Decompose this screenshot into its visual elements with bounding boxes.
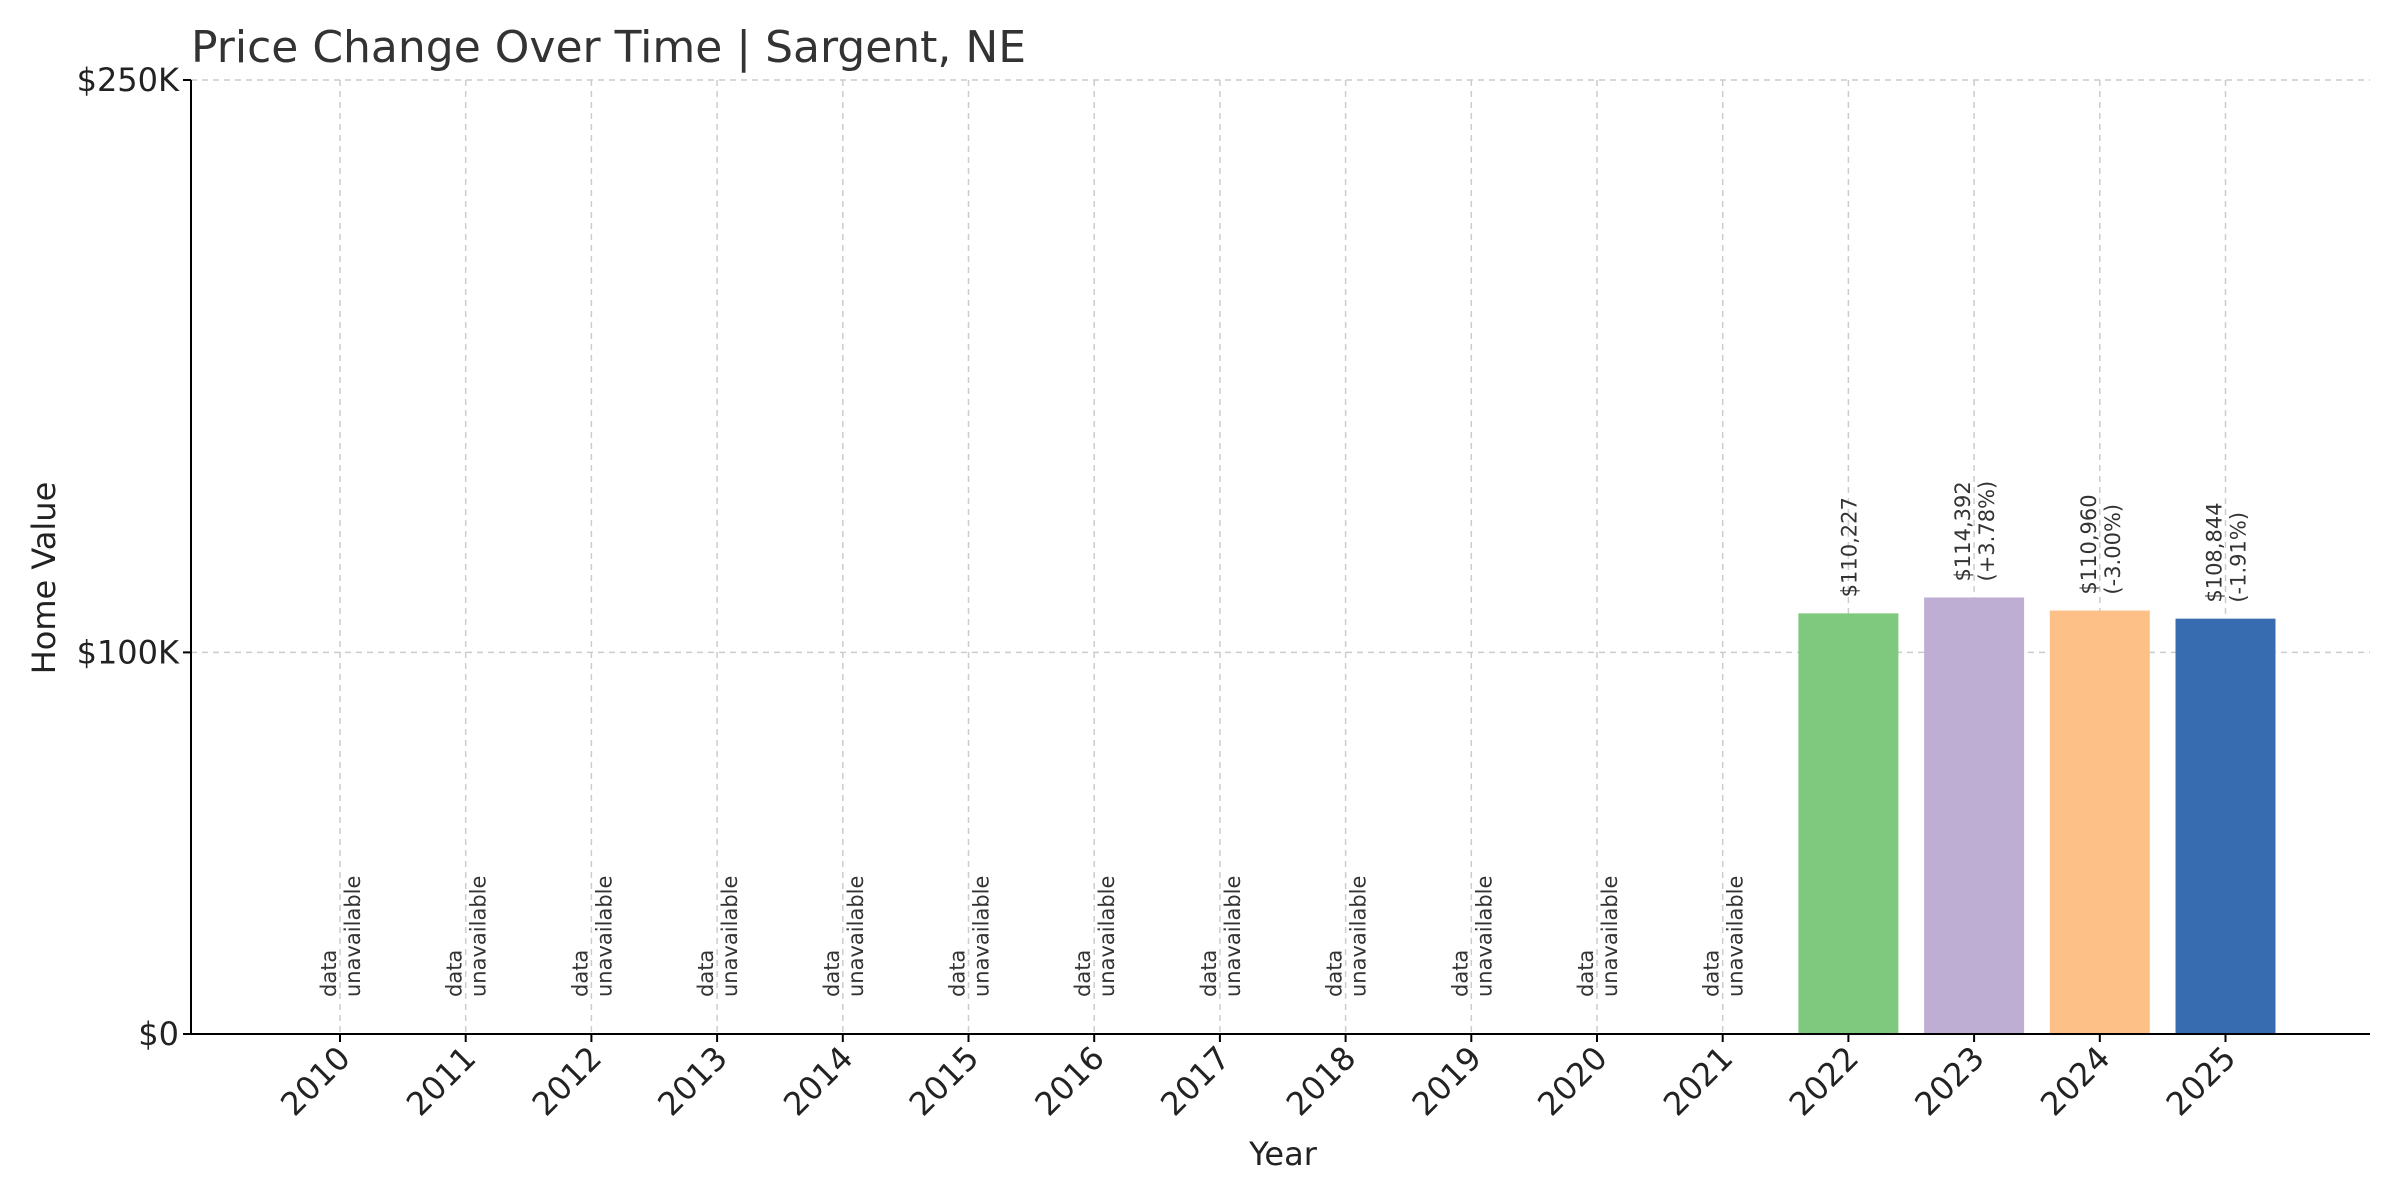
bar-value-label: $110,227 — [1837, 497, 1861, 597]
x-tick-label: 2025 — [2159, 1039, 2243, 1123]
bar — [1924, 597, 2025, 1034]
bar-value-label: (-3.00%) — [2101, 504, 2125, 595]
bar-value-label: data — [694, 950, 718, 997]
bar-value-label: unavailable — [1724, 876, 1748, 997]
x-tick-label: 2011 — [399, 1039, 483, 1123]
bar-value-label: unavailable — [1095, 876, 1119, 997]
bar — [1798, 613, 1899, 1034]
x-tick-label: 2012 — [525, 1039, 609, 1123]
bar-labels: data unavailable data unavailable data unavai… — [317, 481, 2251, 997]
y-tick-label: $0 — [138, 1015, 179, 1053]
x-tick-label: 2018 — [1279, 1039, 1363, 1123]
bar-value-label: (-1.91%) — [2227, 512, 2251, 603]
bar-value-label: data — [946, 950, 970, 997]
x-tick-label: 2017 — [1153, 1039, 1237, 1123]
bar — [2175, 618, 2276, 1034]
y-axis-label: Home Value — [25, 482, 63, 675]
x-axis-label: Year — [1248, 1135, 1318, 1173]
bar-value-label: unavailable — [1472, 876, 1496, 997]
bar-value-label: data — [1071, 950, 1095, 997]
bar-value-label: data — [568, 950, 592, 997]
bar-value-label: data — [443, 950, 467, 997]
x-tick-label: 2014 — [776, 1039, 860, 1123]
bar-value-label: unavailable — [467, 876, 491, 997]
bar-value-label: unavailable — [341, 876, 365, 997]
y-tick-label: $100K — [77, 633, 180, 671]
bar-value-label: (+3.78%) — [1975, 481, 1999, 582]
x-tick-label: 2021 — [1656, 1039, 1740, 1123]
x-tick-label: 2020 — [1530, 1039, 1614, 1123]
bars — [1798, 597, 2276, 1034]
bar-value-label: data — [1700, 950, 1724, 997]
x-tick-label: 2023 — [1907, 1039, 1991, 1123]
bar-value-label: unavailable — [970, 876, 994, 997]
bar-value-label: unavailable — [718, 876, 742, 997]
bar-value-label: $114,392 — [1951, 481, 1975, 581]
bar-value-label: unavailable — [1221, 876, 1245, 997]
bar — [2049, 610, 2150, 1034]
bar-value-label: data — [1197, 950, 1221, 997]
bar-value-label: unavailable — [592, 876, 616, 997]
x-tick-label: 2016 — [1027, 1039, 1111, 1123]
x-tick-label: 2015 — [902, 1039, 986, 1123]
x-tick-label: 2013 — [650, 1039, 734, 1123]
bar-value-label: data — [1574, 950, 1598, 997]
bar-value-label: unavailable — [844, 876, 868, 997]
bar-value-label: data — [317, 950, 341, 997]
bar-value-label: $108,844 — [2203, 502, 2227, 602]
y-tick-label: $250K — [77, 61, 180, 99]
bar-value-label: data — [1448, 950, 1472, 997]
bar-value-label: data — [820, 950, 844, 997]
bar-value-label: unavailable — [1347, 876, 1371, 997]
grid-lines — [191, 79, 2370, 1035]
x-tick-label: 2010 — [273, 1039, 357, 1123]
x-tick-label: 2019 — [1405, 1039, 1489, 1123]
bar-value-label: data — [1323, 950, 1347, 997]
x-tick-label: 2024 — [2033, 1039, 2117, 1123]
chart-title: Price Change Over Time | Sargent, NE — [191, 22, 1026, 73]
bar-value-label: $110,960 — [2077, 494, 2101, 594]
bar-value-label: unavailable — [1598, 876, 1622, 997]
x-tick-label: 2022 — [1782, 1039, 1866, 1123]
